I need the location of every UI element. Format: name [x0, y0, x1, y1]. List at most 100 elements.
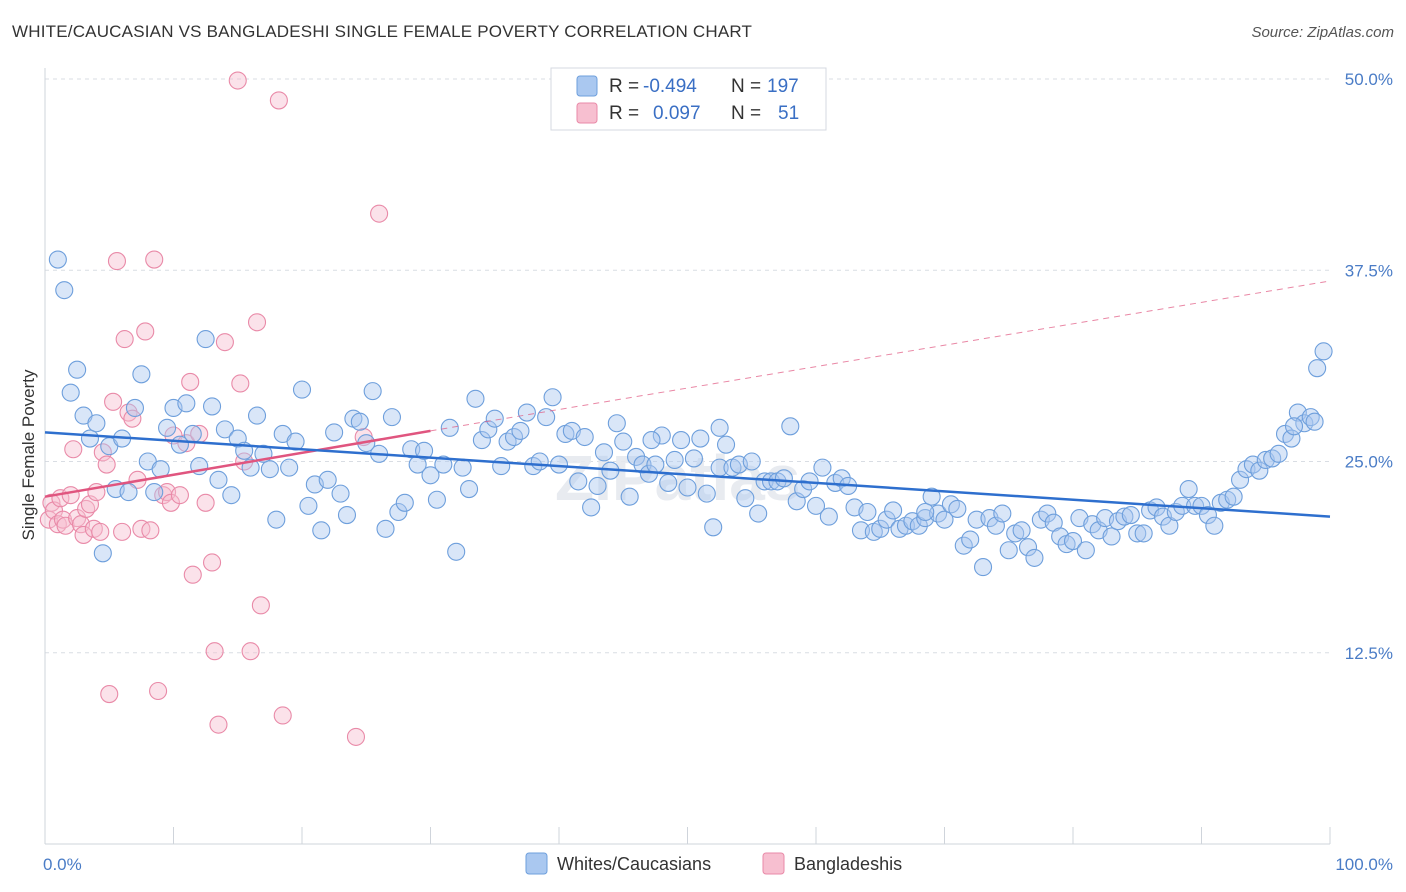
- white-caucasian-point-12: [125, 398, 144, 418]
- white-caucasian-point-76: [537, 408, 556, 427]
- bangladeshi-point-29: [141, 521, 160, 540]
- white-caucasian-point-45: [337, 505, 357, 525]
- bangladeshi-point-43: [205, 642, 224, 661]
- white-caucasian-point-24: [203, 397, 222, 416]
- white-caucasian-point-148: [999, 541, 1018, 560]
- white-caucasian-point-3: [68, 360, 87, 379]
- white-caucasian-point-81: [569, 472, 588, 491]
- white-caucasian-point-82: [575, 427, 594, 447]
- white-caucasian-point-47: [350, 412, 369, 431]
- white-caucasian-point-63: [453, 458, 472, 477]
- white-caucasian-point-132: [896, 516, 916, 535]
- legend-n-label-2: N =: [731, 103, 761, 124]
- white-caucasian-point-36: [280, 458, 299, 477]
- white-caucasian-point-129: [877, 510, 896, 529]
- bangladeshi-point-21: [107, 252, 127, 271]
- white-caucasian-point-99: [684, 449, 703, 468]
- legend-swatch-blue: [576, 75, 598, 97]
- bangladeshi-point-39: [183, 565, 202, 584]
- bangladeshi-point-53: [273, 706, 292, 725]
- white-caucasian-point-77: [543, 388, 562, 407]
- white-caucasian-point-37: [286, 432, 305, 451]
- white-caucasian-point-104: [716, 435, 736, 454]
- white-caucasian-point-151: [1018, 538, 1038, 557]
- bangladeshi-point-25: [123, 409, 142, 428]
- white-caucasian-point-184: [1231, 470, 1250, 489]
- white-caucasian-point-107: [736, 489, 755, 508]
- white-caucasian-point-178: [1192, 496, 1211, 515]
- white-caucasian-point-93: [646, 455, 665, 474]
- white-caucasian-point-197: [1314, 342, 1333, 361]
- white-caucasian-point-15: [145, 483, 164, 502]
- white-caucasian-point-39: [299, 496, 318, 515]
- white-caucasian-point-0: [48, 250, 67, 269]
- legend-n-label-1: N =: [731, 76, 761, 97]
- white-caucasian-point-101: [697, 484, 716, 503]
- legend-r-value-2: 0.097: [653, 103, 701, 124]
- white-caucasian-point-171: [1147, 498, 1166, 517]
- white-caucasian-point-95: [659, 473, 678, 492]
- legend-n-value-2: 51: [778, 103, 799, 124]
- white-caucasian-point-88: [614, 432, 633, 451]
- white-caucasian-point-94: [652, 426, 671, 445]
- bangladeshi-point-49: [241, 642, 260, 661]
- white-caucasian-point-154: [1038, 504, 1057, 523]
- bangladeshi-points: [39, 71, 389, 746]
- white-caucasian-point-34: [267, 510, 286, 529]
- bangladeshi-point-22: [113, 522, 132, 541]
- white-caucasian-point-102: [704, 518, 723, 537]
- white-caucasian-point-25: [209, 470, 228, 489]
- white-caucasian-point-20: [177, 394, 196, 413]
- white-caucasian-point-26: [215, 420, 234, 439]
- white-caucasian-point-70: [498, 432, 517, 451]
- y-tick-label-0: 12.5%: [1345, 644, 1393, 663]
- white-caucasian-point-62: [447, 542, 466, 561]
- chart-title: WHITE/CAUCASIAN VS BANGLADESHI SINGLE FE…: [12, 22, 753, 41]
- white-caucasian-point-27: [222, 486, 241, 505]
- white-caucasian-point-38: [292, 380, 312, 399]
- y-tick-label-1: 25.0%: [1345, 453, 1393, 472]
- white-caucasian-point-116: [794, 479, 813, 499]
- white-caucasian-point-57: [415, 441, 434, 460]
- white-caucasian-point-144: [973, 558, 993, 577]
- y-axis-label: Single Female Poverty: [19, 369, 38, 541]
- white-caucasian-point-91: [633, 455, 652, 474]
- white-caucasian-point-6: [87, 414, 106, 433]
- x-tick-labels: 0.0% 100.0%: [43, 855, 1393, 874]
- bangladeshi-point-18: [97, 455, 116, 474]
- bottom-legend-swatch-blue: [525, 852, 548, 875]
- gridlines: [45, 78, 1330, 654]
- white-caucasian-point-166: [1115, 507, 1134, 526]
- white-caucasian-point-158: [1063, 532, 1083, 551]
- white-caucasian-point-42: [318, 470, 337, 489]
- white-caucasian-point-65: [466, 389, 485, 408]
- white-caucasian-point-33: [260, 460, 279, 479]
- bangladeshi-point-44: [209, 715, 228, 734]
- white-caucasian-point-85: [594, 443, 614, 462]
- white-caucasian-point-54: [395, 493, 414, 512]
- chart-source: Source: ZipAtlas.com: [1251, 24, 1394, 41]
- white-caucasian-point-198: [1305, 412, 1324, 431]
- bangladeshi-point-41: [196, 493, 215, 512]
- bottom-legend-swatch-pink: [762, 852, 785, 875]
- bangladeshi-point-51: [251, 596, 270, 615]
- white-caucasian-point-120: [819, 507, 838, 526]
- bangladeshi-point-8: [64, 440, 83, 459]
- bangladeshi-point-20: [104, 392, 123, 411]
- white-caucasian-point-1: [55, 281, 74, 300]
- white-caucasian-point-200: [916, 502, 935, 522]
- legend-r-value-1: -0.494: [643, 76, 697, 97]
- bangladeshi-point-47: [231, 374, 250, 393]
- white-caucasian-point-52: [382, 408, 402, 427]
- bangladeshi-point-52: [269, 91, 288, 110]
- white-caucasian-point-84: [588, 476, 607, 496]
- white-caucasian-point-147: [993, 504, 1012, 523]
- white-caucasian-point-61: [440, 418, 459, 437]
- white-caucasian-point-140: [948, 499, 967, 518]
- white-caucasian-point-128: [871, 519, 890, 538]
- legend-r-label-2: R =: [609, 103, 639, 124]
- white-caucasian-point-49: [363, 382, 382, 401]
- white-caucasian-point-83: [582, 498, 601, 517]
- bangladeshi-point-45: [215, 333, 234, 352]
